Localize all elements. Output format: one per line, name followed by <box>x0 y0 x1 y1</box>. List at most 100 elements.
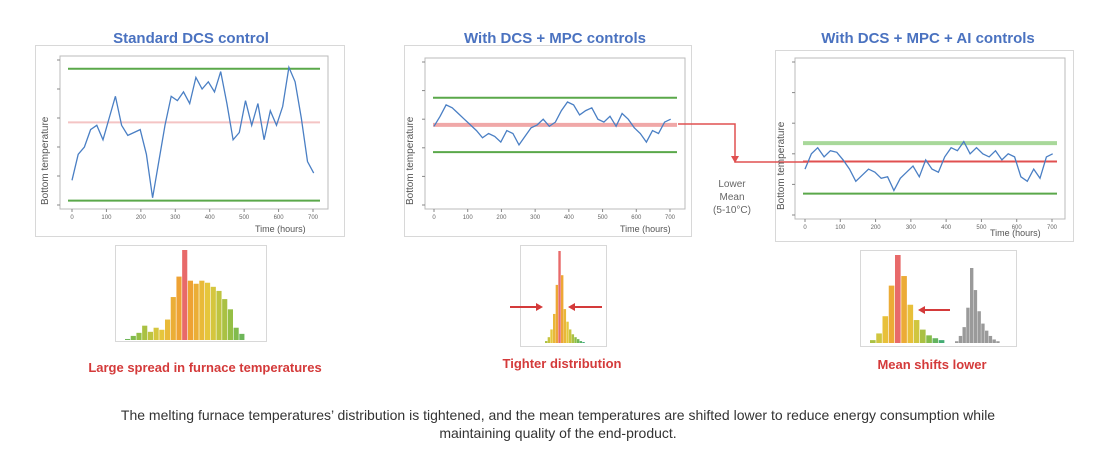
histogram-bar <box>926 335 932 343</box>
histogram-frame-2 <box>520 245 607 347</box>
histogram-bar <box>553 313 556 343</box>
histogram-bar <box>901 276 907 343</box>
x-tick-label: 600 <box>274 215 285 221</box>
histogram-bar <box>153 327 159 340</box>
histogram-bar <box>547 337 551 343</box>
histogram-bar <box>550 329 553 343</box>
histogram-bar <box>125 338 131 340</box>
histogram-bar <box>555 284 559 343</box>
footer-line-1: The melting furnace temperatures’ distri… <box>120 407 996 423</box>
lower-mean-connector <box>678 123 808 163</box>
x-tick-label: 300 <box>170 215 181 221</box>
x-tick-label: 700 <box>665 215 676 221</box>
shifted-histogram-bar <box>988 335 993 343</box>
histogram-bar <box>205 282 211 340</box>
x-tick-label: 200 <box>871 225 882 231</box>
histogram-bar <box>130 335 136 340</box>
histogram-caption-3: Mean shifts lower <box>877 357 987 372</box>
histogram-bar <box>199 280 205 340</box>
histogram-bar <box>193 283 199 340</box>
x-tick-label: 100 <box>835 225 846 231</box>
temperature-series <box>71 64 315 198</box>
plot-area <box>59 55 329 210</box>
chart-title-1: Standard DCS control <box>113 30 269 47</box>
x-tick-label: 700 <box>1047 225 1058 231</box>
x-tick-label: 300 <box>906 225 917 231</box>
histogram-bar <box>876 333 882 343</box>
plot-area <box>794 57 1066 220</box>
x-tick-label: 600 <box>1012 225 1023 231</box>
x-tick-label: 100 <box>101 215 112 221</box>
histogram-bar <box>176 276 182 340</box>
annotation-line: (5-10°C) <box>713 205 751 216</box>
x-tick-label: 700 <box>308 215 319 221</box>
histogram-bar <box>165 319 171 340</box>
x-tick-label: 500 <box>598 215 609 221</box>
histogram-bar <box>545 341 548 343</box>
shifted-histogram-bar <box>973 290 978 343</box>
histogram-bar <box>561 275 564 343</box>
temperature-series <box>804 140 1053 192</box>
x-tick-label: 0 <box>70 215 74 221</box>
x-label-3: Time (hours) <box>990 228 1041 238</box>
y-label-2: Bottom temperature <box>405 116 416 205</box>
lower-mean-annotation: Lower Mean (5-10°C) <box>712 178 752 217</box>
histogram-bar <box>216 290 222 340</box>
shifted-histogram-bar <box>962 327 966 343</box>
histogram-bar <box>182 250 188 340</box>
shifted-histogram-bar <box>977 311 981 343</box>
histogram-bar <box>142 325 148 340</box>
x-tick-label: 0 <box>803 225 807 231</box>
shifted-histogram-bar <box>955 341 959 343</box>
histogram-caption-1: Large spread in furnace temperatures <box>88 360 322 375</box>
arrow-left-icon <box>568 303 575 311</box>
annotation-line: Lower <box>718 179 746 190</box>
x-tick-label: 200 <box>496 215 507 221</box>
shifted-histogram-bar <box>981 323 985 343</box>
plot-area <box>424 57 686 210</box>
x-tick-label: 400 <box>205 215 216 221</box>
arrow-left-icon <box>918 306 925 314</box>
histogram-bar <box>582 342 585 343</box>
histogram-bar <box>907 304 914 343</box>
annotation-line: Mean <box>719 192 745 203</box>
histogram-bar <box>913 320 920 343</box>
x-label-2: Time (hours) <box>620 224 671 234</box>
shifted-histogram-bar <box>966 307 970 343</box>
y-label-3: Bottom temperature <box>776 121 787 210</box>
histogram-bar <box>870 340 876 343</box>
histogram-bar <box>239 333 245 340</box>
temperature-series <box>433 101 671 147</box>
histogram-bar <box>566 321 569 343</box>
chart-title-3: With DCS + MPC + AI controls <box>821 30 1035 47</box>
histogram-bar <box>571 334 575 343</box>
histogram-bar <box>577 339 580 343</box>
histogram-bar <box>895 255 901 343</box>
histogram-caption-2: Tighter distribution <box>502 356 622 371</box>
x-tick-label: 300 <box>530 215 541 221</box>
histogram-bar <box>210 286 216 340</box>
shifted-histogram-bar <box>996 341 1000 343</box>
histogram-bar <box>233 327 239 340</box>
x-tick-label: 200 <box>136 215 147 221</box>
shifted-histogram-bar <box>958 335 963 343</box>
shifted-histogram-bar <box>985 330 989 343</box>
histogram-bar <box>932 338 939 343</box>
footer-line-2: maintaining quality of the end-product. <box>439 425 677 441</box>
chart-title-2: With DCS + MPC controls <box>464 30 646 47</box>
histogram-bar <box>888 285 895 343</box>
histogram-bar <box>187 280 193 340</box>
histogram-bar <box>574 337 577 343</box>
histogram-bar <box>569 329 572 343</box>
x-tick-label: 100 <box>463 215 474 221</box>
x-label-1: Time (hours) <box>255 224 306 234</box>
histogram-bar <box>882 316 889 343</box>
histogram-bar <box>227 309 233 340</box>
y-label-1: Bottom temperature <box>40 116 51 205</box>
histogram-bar <box>136 332 142 340</box>
shifted-histogram-bar <box>970 268 974 343</box>
histogram-bar <box>920 329 926 343</box>
chart-frame-3 <box>775 50 1074 242</box>
x-tick-label: 400 <box>564 215 575 221</box>
